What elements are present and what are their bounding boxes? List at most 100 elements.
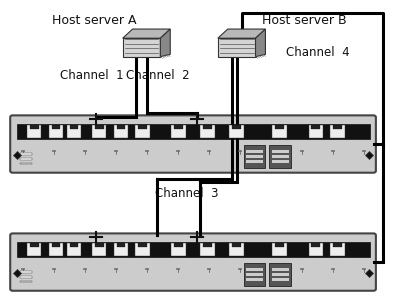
Bar: [145, 268, 148, 270]
Bar: [52, 125, 60, 129]
Bar: [135, 243, 150, 256]
Bar: [330, 125, 345, 138]
Bar: [273, 243, 287, 256]
Polygon shape: [218, 29, 265, 38]
Bar: [271, 278, 289, 281]
Bar: [174, 243, 183, 247]
Bar: [275, 125, 284, 129]
Bar: [92, 243, 106, 256]
Bar: [200, 243, 215, 256]
Bar: [246, 278, 263, 281]
Bar: [246, 155, 263, 158]
Bar: [114, 268, 117, 270]
Bar: [20, 276, 31, 278]
Bar: [269, 150, 272, 152]
Bar: [117, 243, 125, 247]
Bar: [20, 163, 31, 164]
Bar: [20, 271, 31, 273]
Bar: [311, 243, 320, 247]
Bar: [300, 150, 303, 152]
Polygon shape: [256, 29, 265, 57]
Bar: [172, 125, 186, 138]
Bar: [332, 268, 334, 270]
Bar: [30, 125, 39, 129]
Bar: [311, 125, 320, 129]
Bar: [52, 150, 55, 152]
Bar: [246, 150, 263, 153]
Bar: [244, 263, 265, 286]
Text: Host server A: Host server A: [52, 14, 137, 27]
Bar: [207, 268, 210, 270]
Bar: [363, 150, 365, 152]
Bar: [67, 125, 81, 138]
Bar: [203, 243, 212, 247]
Bar: [308, 125, 323, 138]
Bar: [200, 125, 215, 138]
Bar: [174, 125, 183, 129]
Bar: [17, 124, 369, 139]
Text: Channel  2: Channel 2: [125, 69, 189, 82]
Bar: [333, 125, 342, 129]
Bar: [21, 268, 24, 270]
Polygon shape: [218, 38, 256, 57]
Bar: [176, 150, 179, 152]
Bar: [207, 150, 210, 152]
Bar: [275, 243, 284, 247]
Polygon shape: [123, 29, 170, 38]
Bar: [70, 125, 78, 129]
Bar: [238, 150, 241, 152]
Bar: [20, 153, 31, 155]
Text: Channel  1: Channel 1: [60, 69, 124, 82]
Bar: [271, 160, 289, 163]
Bar: [83, 150, 86, 152]
Bar: [271, 268, 289, 271]
Bar: [49, 125, 63, 138]
Bar: [269, 268, 272, 270]
Bar: [271, 273, 289, 276]
Polygon shape: [123, 38, 160, 57]
Bar: [269, 263, 291, 286]
Bar: [273, 125, 287, 138]
Bar: [114, 125, 128, 138]
Bar: [271, 150, 289, 153]
Bar: [21, 150, 24, 152]
FancyBboxPatch shape: [10, 116, 376, 173]
Bar: [246, 160, 263, 163]
Bar: [271, 155, 289, 158]
Bar: [95, 243, 103, 247]
Bar: [92, 125, 106, 138]
Bar: [229, 125, 244, 138]
Bar: [269, 145, 291, 168]
Bar: [246, 273, 263, 276]
Bar: [49, 243, 63, 256]
FancyBboxPatch shape: [10, 233, 376, 291]
Bar: [83, 268, 86, 270]
Bar: [172, 243, 186, 256]
Bar: [330, 243, 345, 256]
Bar: [203, 125, 212, 129]
Bar: [20, 281, 31, 282]
Bar: [333, 243, 342, 247]
Bar: [27, 243, 41, 256]
Bar: [332, 150, 334, 152]
Bar: [114, 150, 117, 152]
Bar: [95, 125, 103, 129]
Bar: [30, 243, 39, 247]
Bar: [17, 242, 369, 257]
Text: Channel  4: Channel 4: [286, 46, 350, 59]
Bar: [138, 243, 147, 247]
Bar: [135, 125, 150, 138]
Bar: [114, 243, 128, 256]
Bar: [117, 125, 125, 129]
Bar: [246, 268, 263, 271]
Bar: [52, 243, 60, 247]
Bar: [67, 243, 81, 256]
Bar: [20, 158, 31, 160]
Bar: [300, 268, 303, 270]
Bar: [70, 243, 78, 247]
Bar: [229, 243, 244, 256]
Bar: [145, 150, 148, 152]
Text: Channel  3: Channel 3: [155, 187, 219, 201]
Bar: [232, 125, 241, 129]
Bar: [238, 268, 241, 270]
